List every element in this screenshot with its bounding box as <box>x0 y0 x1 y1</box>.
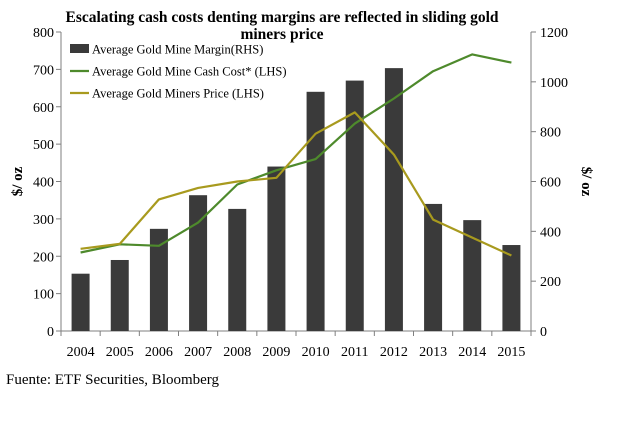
line-average-gold-miners-price-lhs <box>80 111 512 257</box>
bar-2004 <box>71 273 90 331</box>
bar-2009 <box>267 166 286 331</box>
bar-2013 <box>424 203 443 331</box>
left-tick-label: 400 <box>33 176 54 191</box>
bar-2014 <box>463 220 482 331</box>
x-tick-label: 2011 <box>341 345 368 360</box>
legend-label: Average Gold Miners Price (LHS) <box>92 87 264 101</box>
left-tick-label: 300 <box>33 213 54 228</box>
x-tick-label: 2010 <box>302 345 330 360</box>
right-tick-label: 600 <box>540 176 561 191</box>
bar-2005 <box>110 259 129 331</box>
chart-title-line-2: miners price <box>240 26 323 43</box>
bar-2011 <box>345 80 364 332</box>
right-tick-label: 1200 <box>540 26 568 41</box>
left-tick-label: 800 <box>33 26 54 41</box>
line-series <box>80 53 512 257</box>
bar-2006 <box>149 228 168 331</box>
left-tick-label: 0 <box>47 325 54 340</box>
bar-2012 <box>384 68 403 332</box>
source-note: Fuente: ETF Securities, Bloomberg <box>6 372 220 388</box>
legend-swatch-bar <box>70 44 89 53</box>
x-tick-label: 2004 <box>67 345 95 360</box>
right-axis-title: $/ oz <box>578 167 594 197</box>
left-tick-label: 100 <box>33 288 54 303</box>
bar-series <box>71 68 521 332</box>
x-tick-label: 2007 <box>184 345 212 360</box>
x-tick-label: 2005 <box>106 345 134 360</box>
bar-2010 <box>306 91 325 331</box>
left-tick-label: 600 <box>33 101 54 116</box>
left-tick-label: 700 <box>33 63 54 78</box>
legend-label: Average Gold Mine Cash Cost* (LHS) <box>92 65 287 79</box>
x-tick-label: 2008 <box>223 345 251 360</box>
x-tick-label: 2009 <box>262 345 290 360</box>
left-tick-label: 200 <box>33 250 54 265</box>
left-tick-label: 500 <box>33 138 54 153</box>
bar-2007 <box>189 195 208 331</box>
x-tick-label: 2006 <box>145 345 173 360</box>
line-average-gold-mine-cash-cost-lhs <box>80 53 512 254</box>
right-tick-label: 1000 <box>540 76 568 91</box>
right-tick-label: 200 <box>540 275 561 290</box>
bar-2008 <box>228 208 247 331</box>
chart-title-line-1: Escalating cash costs denting margins ar… <box>65 9 498 26</box>
bar-2015 <box>502 245 521 331</box>
x-tick-label: 2013 <box>419 345 447 360</box>
right-tick-label: 400 <box>540 225 561 240</box>
axes: 0 100 200 300 400 500 600 700 800 0 200 400 600 800 10… <box>10 26 594 360</box>
legend-label: Average Gold Mine Margin(RHS) <box>92 43 263 57</box>
left-axis-title: $/ oz <box>10 166 26 196</box>
x-tick-label: 2012 <box>380 345 408 360</box>
chart-title: Escalating cash costs denting margins ar… <box>65 9 498 43</box>
right-tick-label: 800 <box>540 126 561 141</box>
x-tick-label: 2015 <box>497 345 525 360</box>
x-tick-label: 2014 <box>458 345 486 360</box>
right-tick-label: 0 <box>540 325 547 340</box>
legend: Average Gold Mine Margin(RHS) Average Gol… <box>70 43 287 101</box>
